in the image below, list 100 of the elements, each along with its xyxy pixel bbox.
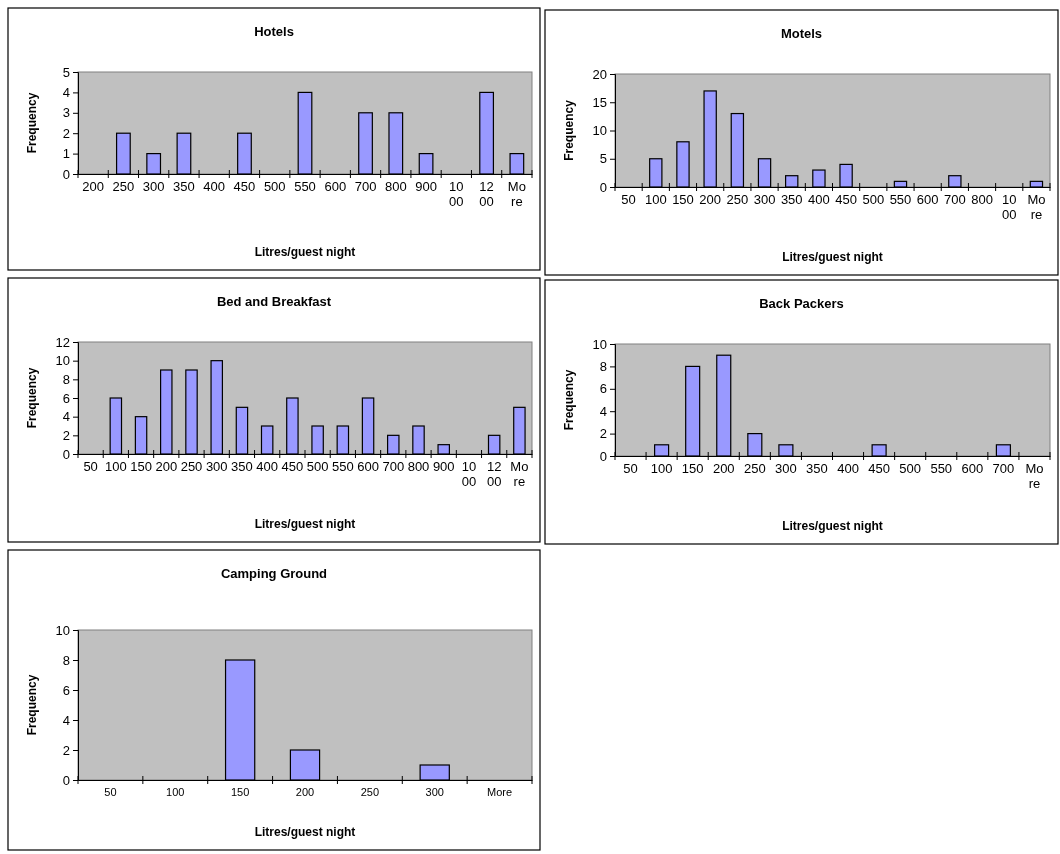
x-tick-label: 150 — [230, 785, 250, 798]
y-tick-label: 6 — [62, 682, 70, 698]
x-tick-label: 300 — [425, 785, 444, 798]
y-tick-label: 6 — [62, 390, 70, 406]
x-tick-label: 150 — [672, 192, 694, 208]
y-tick-label: 12 — [55, 334, 70, 350]
y-tick-label: 8 — [62, 371, 70, 387]
y-tick-label: 15 — [592, 94, 607, 110]
y-tick-label: 5 — [599, 151, 607, 167]
x-tick-label: 300 — [753, 192, 776, 208]
x-tick-label: More — [507, 179, 526, 209]
x-tick-label: 400 — [256, 459, 279, 475]
x-tick-label: 250 — [726, 192, 749, 208]
x-tick-label: 800 — [971, 192, 993, 208]
x-tick-label: 450 — [281, 459, 304, 475]
chart-title: Hotels — [254, 24, 294, 39]
y-tick-label: 0 — [62, 166, 70, 182]
y-tick-label: 10 — [55, 353, 70, 369]
x-tick-label: 150 — [681, 461, 704, 477]
x-tick-label: 700 — [992, 461, 1015, 477]
x-tick-label: 300 — [142, 179, 165, 195]
x-tick-label: More — [1027, 192, 1046, 222]
x-tick-label: 200 — [712, 461, 735, 477]
x-tick-label: 1000 — [449, 179, 464, 209]
x-tick-label: 900 — [415, 179, 437, 195]
x-tick-label: 400 — [837, 461, 859, 477]
x-tick-label: 900 — [432, 459, 455, 475]
x-tick-label: 50 — [83, 459, 98, 475]
x-tick-label: 250 — [112, 179, 135, 195]
x-tick-label: 50 — [104, 785, 117, 798]
y-tick-label: 3 — [62, 105, 70, 121]
x-tick-label: 700 — [382, 459, 405, 475]
y-tick-label: 0 — [599, 179, 607, 195]
x-tick-label: 100 — [104, 459, 127, 475]
x-tick-label: 150 — [130, 459, 152, 475]
y-tick-label: 10 — [55, 622, 70, 638]
y-axis-title: Frequency — [25, 674, 39, 736]
x-tick-label: 600 — [916, 192, 939, 208]
x-tick-label: 500 — [263, 179, 286, 195]
x-tick-label: 1000 — [461, 459, 477, 489]
y-tick-label: 0 — [62, 446, 70, 462]
x-tick-label: 550 — [930, 461, 953, 477]
x-axis-title: Litres/guest night — [782, 250, 883, 264]
x-axis-title: Litres/guest night — [254, 245, 356, 259]
x-tick-label: 400 — [808, 192, 830, 208]
x-tick-label: 200 — [699, 192, 722, 208]
x-tick-label: 600 — [961, 461, 984, 477]
y-tick-label: 2 — [62, 742, 70, 758]
x-tick-label: 100 — [166, 785, 185, 798]
x-tick-label: 200 — [82, 179, 104, 195]
x-tick-label: 600 — [324, 179, 347, 195]
x-tick-label: 800 — [407, 459, 430, 475]
x-tick-label: 700 — [354, 179, 377, 195]
x-tick-label: 1200 — [479, 179, 494, 209]
x-tick-label: 200 — [155, 459, 178, 475]
x-tick-label: 350 — [231, 459, 253, 475]
x-tick-label: 250 — [360, 785, 380, 798]
y-axis-title: Frequency — [25, 367, 39, 429]
y-tick-label: 8 — [599, 359, 607, 375]
y-tick-label: 2 — [599, 426, 607, 442]
y-tick-label: 0 — [62, 772, 70, 788]
x-tick-label: 350 — [806, 461, 828, 477]
y-tick-label: 20 — [592, 66, 607, 82]
x-axis-title: Litres/guest night — [782, 519, 883, 533]
y-tick-label: 4 — [62, 712, 70, 728]
x-tick-label: 500 — [862, 192, 885, 208]
x-tick-label: 1000 — [1001, 192, 1017, 222]
x-tick-label: 550 — [889, 192, 912, 208]
y-tick-label: 2 — [62, 125, 70, 141]
x-tick-label: More — [1025, 461, 1044, 491]
x-tick-label: More — [510, 459, 529, 489]
y-tick-label: 4 — [62, 85, 70, 101]
x-tick-label: 250 — [180, 459, 203, 475]
x-tick-label: 250 — [743, 461, 766, 477]
x-tick-label: 300 — [205, 459, 228, 475]
x-tick-label: 200 — [295, 785, 315, 798]
y-axis-title: Frequency — [25, 92, 39, 154]
y-tick-label: 4 — [599, 403, 607, 419]
x-tick-label: 400 — [203, 179, 226, 195]
x-tick-label: 1200 — [486, 459, 502, 489]
x-tick-label: 450 — [868, 461, 890, 477]
y-tick-label: 10 — [592, 123, 607, 139]
y-tick-label: 1 — [62, 146, 70, 162]
x-tick-label: 100 — [650, 461, 673, 477]
y-tick-label: 4 — [62, 409, 70, 425]
x-tick-label: 350 — [173, 179, 195, 195]
y-tick-label: 5 — [62, 64, 70, 80]
y-tick-label: 6 — [599, 381, 607, 397]
x-tick-label: 350 — [780, 192, 803, 208]
y-tick-label: 2 — [62, 427, 70, 443]
x-tick-label: 550 — [331, 459, 354, 475]
y-tick-label: 0 — [599, 448, 607, 464]
x-tick-label: 100 — [644, 192, 667, 208]
x-tick-label: More — [487, 785, 513, 798]
chart-title: Back Packers — [759, 296, 844, 311]
x-tick-label: 800 — [384, 179, 407, 195]
chart-title: Bed and Breakfast — [216, 294, 332, 309]
x-tick-label: 50 — [623, 461, 638, 477]
x-tick-label: 50 — [621, 192, 636, 208]
x-axis-title: Litres/guest night — [254, 825, 356, 839]
